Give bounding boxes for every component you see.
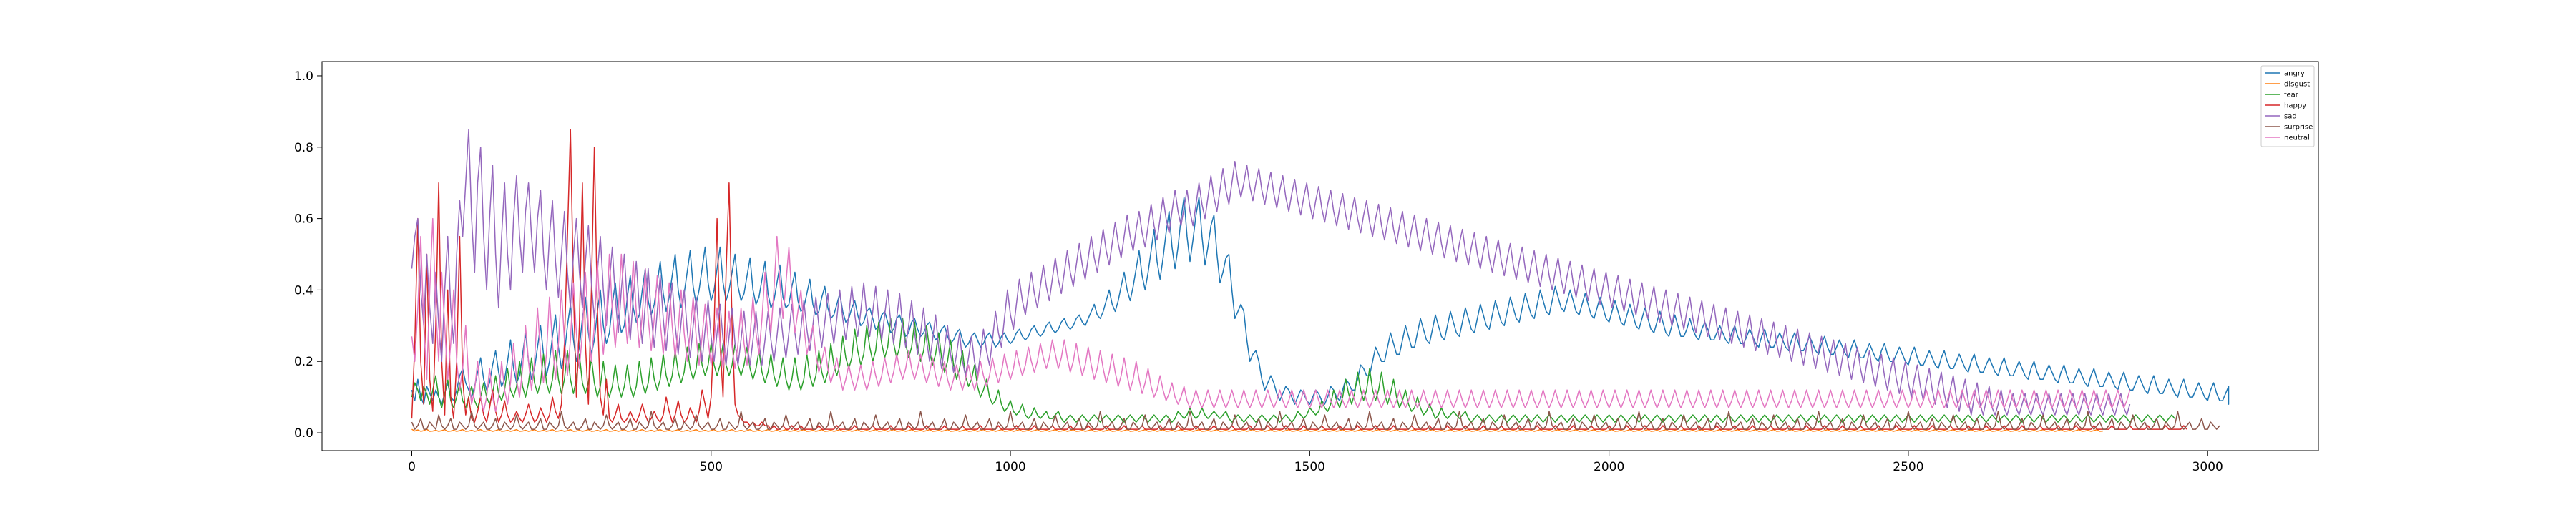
x-tick-label: 500 bbox=[700, 460, 723, 474]
legend: angry disgust fear happy sad surprise neutral bbox=[2260, 65, 2315, 147]
x-tick-label: 1000 bbox=[995, 460, 1025, 474]
x-tick-label: 2500 bbox=[1893, 460, 1923, 474]
x-tick-label: 1500 bbox=[1294, 460, 1325, 474]
legend-label-sad: sad bbox=[2284, 113, 2297, 121]
y-tick-label: 0.0 bbox=[294, 426, 313, 441]
y-tick-label: 0.4 bbox=[294, 283, 313, 298]
plot-frame bbox=[321, 61, 2319, 451]
legend-label-neutral: neutral bbox=[2284, 134, 2310, 142]
series-line-fear bbox=[411, 318, 2175, 423]
legend-label-happy: happy bbox=[2284, 102, 2306, 110]
series-line-surprise bbox=[411, 411, 2220, 430]
y-tick-label: 0.8 bbox=[294, 141, 313, 155]
y-tick-label: 0.2 bbox=[294, 355, 313, 369]
legend-label-angry: angry bbox=[2284, 70, 2305, 78]
legend-label-fear: fear bbox=[2284, 92, 2299, 99]
legend-label-disgust: disgust bbox=[2284, 81, 2310, 89]
axes-layer: 0 500 1000 1500 2000 2500 3000 0.0 0.2 0.4 0.6 0.8 1… bbox=[294, 61, 2319, 474]
series-layer bbox=[411, 129, 2230, 432]
x-tick-label: 3000 bbox=[2192, 460, 2223, 474]
legend-label-surprise: surprise bbox=[2284, 124, 2313, 132]
y-tick-label: 0.6 bbox=[294, 212, 313, 227]
series-line-sad bbox=[411, 129, 2131, 416]
series-line-disgust bbox=[411, 428, 2103, 432]
series-line-neutral bbox=[411, 217, 2131, 412]
y-tick-label: 1.0 bbox=[294, 69, 313, 84]
x-tick-label: 2000 bbox=[1594, 460, 1624, 474]
x-tick-label: 0 bbox=[408, 460, 416, 474]
